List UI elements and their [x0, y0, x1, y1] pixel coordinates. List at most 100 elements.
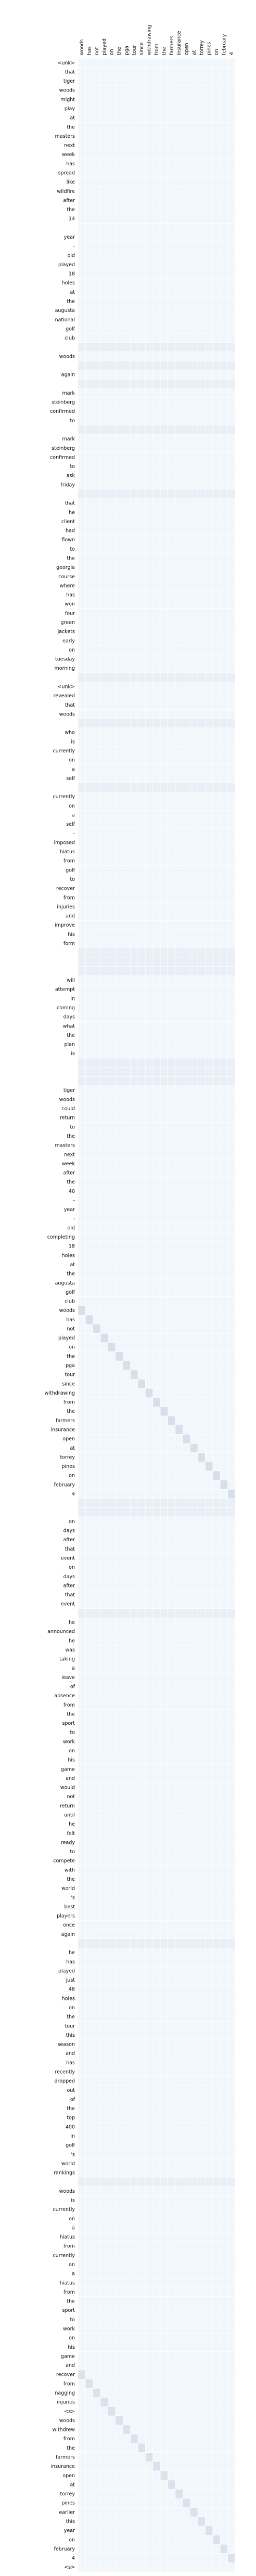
heatmap-cell [153, 1866, 160, 1875]
heatmap-cell [198, 1554, 205, 1563]
heatmap-cell [190, 1866, 198, 1875]
heatmap-cell [175, 1489, 183, 1499]
heatmap-cell [100, 2003, 108, 2012]
heatmap-cell [123, 1517, 130, 1526]
heatmap-cell [220, 1627, 227, 1636]
heatmap-cell [183, 333, 190, 343]
heatmap-cell [145, 856, 152, 866]
heatmap-cell [100, 306, 108, 315]
heatmap-cell [213, 792, 220, 801]
heatmap-cell [153, 471, 160, 480]
heatmap-cell [138, 856, 145, 866]
heatmap-cell [183, 1801, 190, 1811]
heatmap-cell [108, 1902, 116, 1911]
heatmap-cell [153, 746, 160, 756]
heatmap-cell [183, 2095, 190, 2104]
heatmap-cell [213, 407, 220, 416]
heatmap-cell [220, 975, 227, 985]
heatmap-cell [198, 930, 205, 939]
heatmap-cell [220, 1673, 227, 1682]
heatmap-cell [116, 1224, 123, 1233]
heatmap-cell [168, 1948, 175, 1957]
heatmap-cell [168, 1939, 175, 1948]
x-tick-label: open [184, 43, 190, 55]
heatmap-cell [100, 572, 108, 581]
heatmap-cell [160, 1131, 168, 1141]
heatmap-cell [168, 1187, 175, 1196]
heatmap-cell [85, 1710, 93, 1719]
y-tick-label: year [64, 2528, 75, 2534]
heatmap-cell [190, 1058, 198, 1068]
heatmap-cell [153, 1599, 160, 1609]
y-tick-label: week [62, 1161, 75, 1167]
heatmap-cell [131, 168, 138, 178]
heatmap-cell [93, 1590, 100, 1599]
heatmap-cell [190, 343, 198, 352]
heatmap-cell [108, 967, 116, 976]
y-tick-label: attempt [55, 987, 75, 993]
heatmap-cell [198, 1260, 205, 1269]
heatmap-cell [131, 1875, 138, 1884]
heatmap-cell [93, 1526, 100, 1536]
heatmap-cell [93, 1544, 100, 1554]
heatmap-cell [183, 1040, 190, 1049]
heatmap-cell [100, 1939, 108, 1948]
heatmap-cell [116, 746, 123, 756]
heatmap-cell [138, 544, 145, 554]
heatmap-cell [228, 1021, 235, 1031]
heatmap-cell [198, 1930, 205, 1939]
heatmap-cell [93, 1645, 100, 1655]
heatmap-cell [205, 1269, 212, 1279]
heatmap-cell [175, 2067, 183, 2077]
y-tick-label: has [66, 592, 75, 598]
heatmap-cell [205, 526, 212, 536]
heatmap-cell [205, 663, 212, 673]
heatmap-cell [228, 1957, 235, 1967]
heatmap-cell [153, 2104, 160, 2113]
heatmap-cell [108, 269, 116, 279]
heatmap-cell [160, 1847, 168, 1856]
heatmap-cell [160, 1297, 168, 1306]
heatmap-cell [160, 196, 168, 205]
y-tick-label: is [71, 2197, 75, 2203]
heatmap-cell [213, 902, 220, 912]
heatmap-cell [213, 590, 220, 600]
heatmap-cell [85, 370, 93, 380]
heatmap-cell [100, 68, 108, 77]
heatmap-cell [93, 1719, 100, 1728]
heatmap-cell [123, 388, 130, 398]
heatmap-cell [175, 1434, 183, 1443]
heatmap-cell [85, 1755, 93, 1765]
heatmap-cell [153, 398, 160, 407]
heatmap-cell [220, 1398, 227, 1407]
heatmap-cell [145, 756, 152, 765]
heatmap-cell [205, 1590, 212, 1599]
heatmap-cell [116, 480, 123, 490]
heatmap-cell [93, 673, 100, 682]
heatmap-cell [175, 352, 183, 361]
y-tick-label: improve [55, 922, 75, 928]
heatmap-cell [108, 1489, 116, 1499]
heatmap-cell [175, 1361, 183, 1370]
heatmap-cell [220, 168, 227, 178]
heatmap-cell [198, 1710, 205, 1719]
y-tick-label: and [66, 2363, 75, 2369]
heatmap-cell [213, 1764, 220, 1774]
heatmap-cell [93, 306, 100, 315]
heatmap-cell [213, 278, 220, 288]
heatmap-cell [183, 939, 190, 948]
heatmap-cell [160, 1866, 168, 1875]
heatmap-cell [168, 682, 175, 692]
heatmap-cell [93, 920, 100, 930]
heatmap-cell [138, 444, 145, 453]
heatmap-cell [93, 2058, 100, 2067]
heatmap-cell [220, 783, 227, 792]
heatmap-cell [78, 1333, 85, 1343]
heatmap-cell [131, 939, 138, 948]
heatmap-cell [78, 1187, 85, 1196]
heatmap-cell [153, 1755, 160, 1765]
heatmap-cell [123, 1076, 130, 1086]
heatmap-cell [100, 2104, 108, 2113]
heatmap-cell [78, 1957, 85, 1967]
heatmap-cell [190, 930, 198, 939]
